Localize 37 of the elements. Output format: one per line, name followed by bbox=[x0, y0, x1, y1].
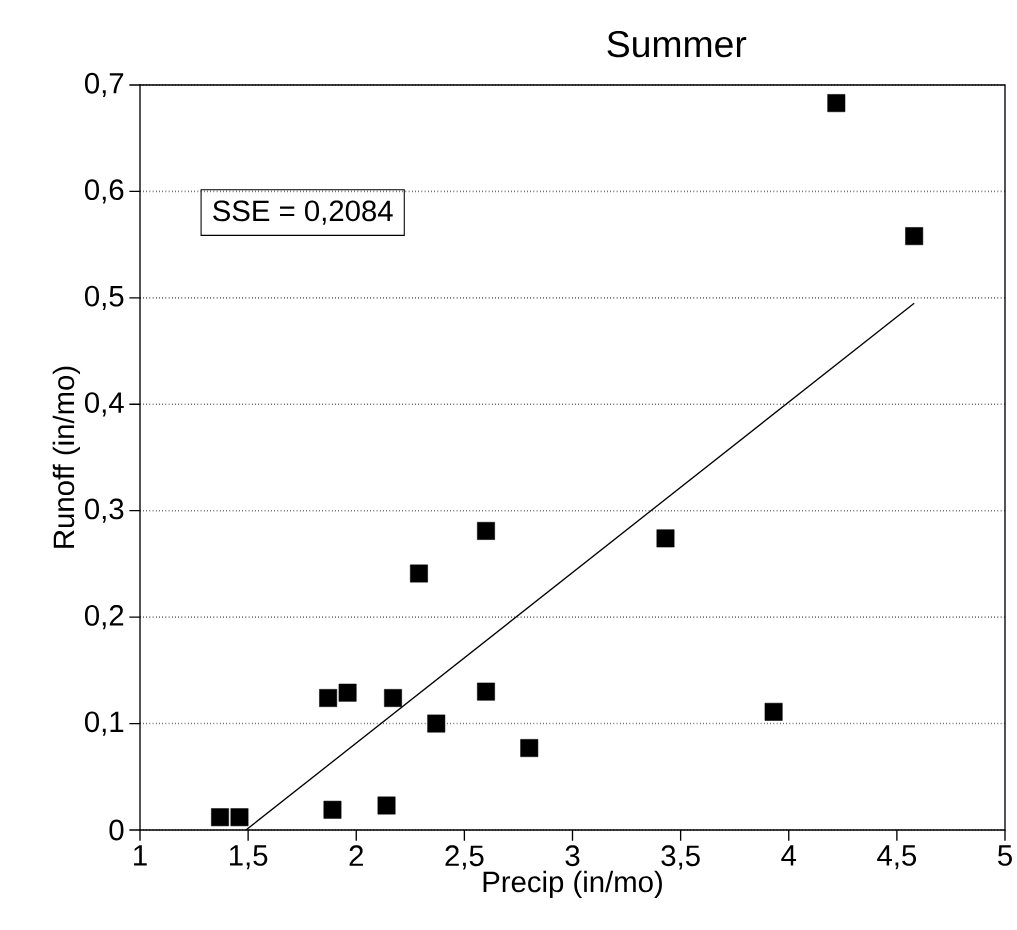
y-tick-label: 0,1 bbox=[85, 711, 124, 736]
chart-title: Summer bbox=[607, 30, 747, 58]
x-tick-label: 2,5 bbox=[445, 845, 484, 870]
point bbox=[338, 683, 357, 702]
x-tick-label: 2 bbox=[349, 845, 363, 866]
y-axis-title: Runoff (in/mo) bbox=[52, 366, 81, 548]
x-tick-label: 4 bbox=[781, 845, 797, 866]
point bbox=[427, 714, 446, 733]
y-tick-label: 0,5 bbox=[85, 285, 124, 310]
x-tick-label: 4,5 bbox=[877, 845, 917, 870]
y-tick-label: 0,4 bbox=[85, 392, 124, 417]
point bbox=[377, 796, 396, 815]
y-tick-label: 0 bbox=[109, 819, 124, 841]
point bbox=[520, 739, 539, 757]
x-tick-label: 3,5 bbox=[661, 845, 700, 870]
y-tick-label: 0,3 bbox=[85, 498, 124, 523]
point bbox=[323, 800, 342, 819]
point bbox=[827, 94, 846, 113]
point bbox=[410, 564, 428, 583]
point bbox=[384, 689, 402, 707]
x-tick-label: 3 bbox=[565, 845, 580, 867]
x-tick-label: 5 bbox=[998, 845, 1012, 866]
point bbox=[477, 682, 495, 701]
x-tick-label: 1 bbox=[134, 845, 147, 866]
x-axis-title: Precip (in/mo) bbox=[483, 870, 662, 899]
x-tick-label: 1,5 bbox=[229, 845, 268, 870]
y-tick-label: 0,6 bbox=[85, 179, 124, 204]
point bbox=[656, 529, 675, 548]
point bbox=[230, 808, 249, 827]
point bbox=[477, 521, 495, 540]
point bbox=[764, 702, 783, 721]
point bbox=[319, 689, 338, 707]
point bbox=[905, 227, 924, 246]
annotation: SSE = 0,2084 bbox=[213, 200, 393, 225]
point bbox=[211, 808, 229, 827]
y-tick-label: 0,2 bbox=[85, 605, 124, 630]
y-tick-label: 0,7 bbox=[85, 72, 124, 98]
